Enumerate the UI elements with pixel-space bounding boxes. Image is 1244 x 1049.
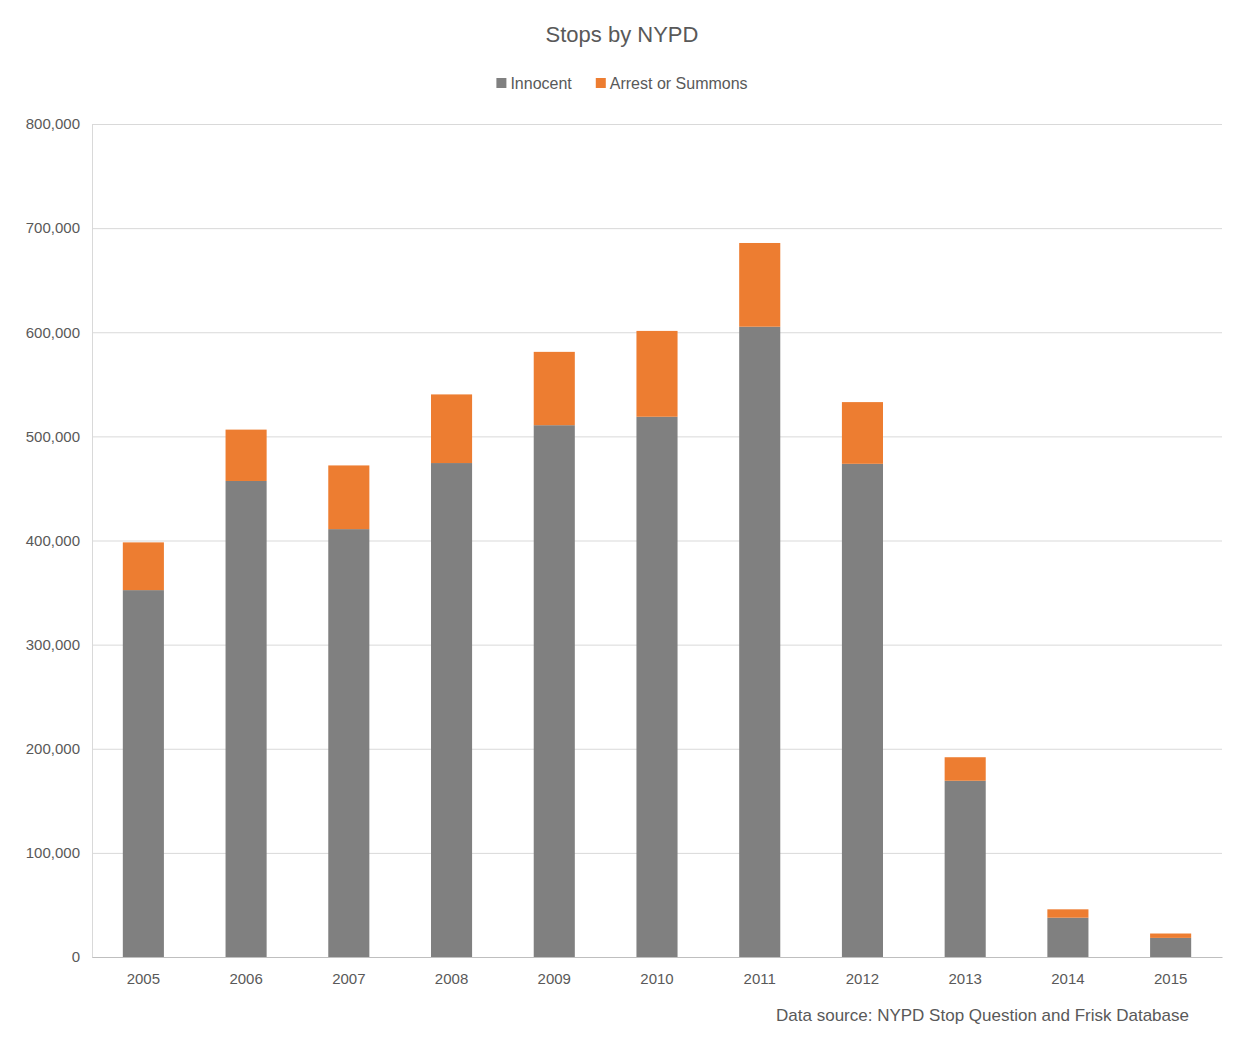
x-tick: 2011 [744, 957, 776, 987]
bar [1047, 918, 1088, 957]
y-tick-label: 600,000 [26, 324, 80, 341]
bar [945, 781, 986, 957]
x-tick: 2006 [229, 957, 262, 987]
plot: 0 100,000 200,000 300,000 400,000 500,000 600,… [26, 115, 1223, 986]
grid-line [92, 228, 1222, 229]
bar [534, 425, 575, 957]
series-bars [123, 327, 1191, 957]
bar [1047, 909, 1088, 917]
x-tick: 2005 [127, 957, 160, 987]
x-tick-label: 2011 [744, 970, 776, 987]
y-tick: 600,000 [26, 324, 1222, 341]
legend-swatch [496, 78, 506, 88]
title: Stops by NYPD [546, 22, 699, 47]
series-bars [123, 243, 1191, 938]
bar [1150, 938, 1191, 957]
bar [739, 327, 780, 957]
bar [842, 464, 883, 957]
grid-line [92, 957, 1222, 958]
bar [842, 402, 883, 464]
bar [739, 243, 780, 327]
y-tick-label: 400,000 [26, 532, 80, 549]
grid-line [92, 124, 1222, 125]
y-tick: 800,000 [26, 115, 1222, 132]
x-tick-label: 2010 [640, 970, 673, 987]
bar [123, 542, 164, 590]
x-tick-label: 2005 [127, 970, 160, 987]
bar [945, 757, 986, 781]
annotation: Data source: NYPD Stop Question and Fris… [776, 1006, 1189, 1025]
bar [328, 529, 369, 957]
x-tick: 2013 [948, 957, 981, 987]
x-tick-label: 2006 [229, 970, 262, 987]
bar [636, 417, 677, 957]
bar [431, 463, 472, 957]
legend: Innocent Arrest or Summons [496, 75, 747, 92]
x-tick: 2008 [435, 957, 468, 987]
bar [226, 481, 267, 957]
bar [534, 352, 575, 425]
chart: Stops by NYPD 0 100,000 200,000 300,000 400,0… [0, 0, 1244, 1049]
y-tick-label: 0 [72, 948, 80, 965]
x-tick: 2010 [640, 957, 673, 987]
legend-item: Arrest or Summons [596, 75, 748, 92]
bar [328, 465, 369, 529]
x-tick-label: 2014 [1051, 970, 1084, 987]
x-tick: 2015 [1154, 957, 1187, 987]
legend-swatch [596, 78, 606, 88]
bar [636, 331, 677, 417]
y-tick: 200,000 [26, 740, 1222, 757]
y-axis-line [93, 125, 1223, 958]
x-tick: 2007 [332, 957, 365, 987]
legend-label: Innocent [510, 75, 572, 92]
x-tick: 2014 [1051, 957, 1084, 987]
y-tick-label: 500,000 [26, 428, 80, 445]
y-tick-label: 300,000 [26, 636, 80, 653]
bars [123, 243, 1191, 957]
legend-label: Arrest or Summons [610, 75, 748, 92]
y-tick: 300,000 [26, 636, 1222, 653]
y-tick: 100,000 [26, 844, 1222, 861]
x-tick: 2012 [846, 957, 879, 987]
y-tick: 500,000 [26, 428, 1222, 445]
bar [123, 590, 164, 957]
y-tick-label: 100,000 [26, 844, 80, 861]
y-tick-label: 200,000 [26, 740, 80, 757]
x-tick-label: 2008 [435, 970, 468, 987]
bar [1150, 934, 1191, 938]
x-tick-label: 2015 [1154, 970, 1187, 987]
y-tick-label: 800,000 [26, 115, 80, 132]
x-tick-label: 2009 [538, 970, 571, 987]
x-tick-label: 2013 [948, 970, 981, 987]
x-axis: 2005 2006 2007 2008 2009 2010 2011 2012 2013 2014… [93, 957, 1223, 987]
legend-item: Innocent [496, 75, 572, 92]
x-tick-label: 2012 [846, 970, 879, 987]
bar [226, 430, 267, 481]
x-tick: 2009 [538, 957, 571, 987]
bar [431, 394, 472, 463]
y-tick: 700,000 [26, 219, 1222, 236]
y-tick: 400,000 [26, 532, 1222, 549]
x-axis-line [93, 957, 1223, 958]
y-tick-label: 700,000 [26, 219, 80, 236]
y-axis: 0 100,000 200,000 300,000 400,000 500,000 600,… [26, 115, 1222, 965]
x-tick-label: 2007 [332, 970, 365, 987]
